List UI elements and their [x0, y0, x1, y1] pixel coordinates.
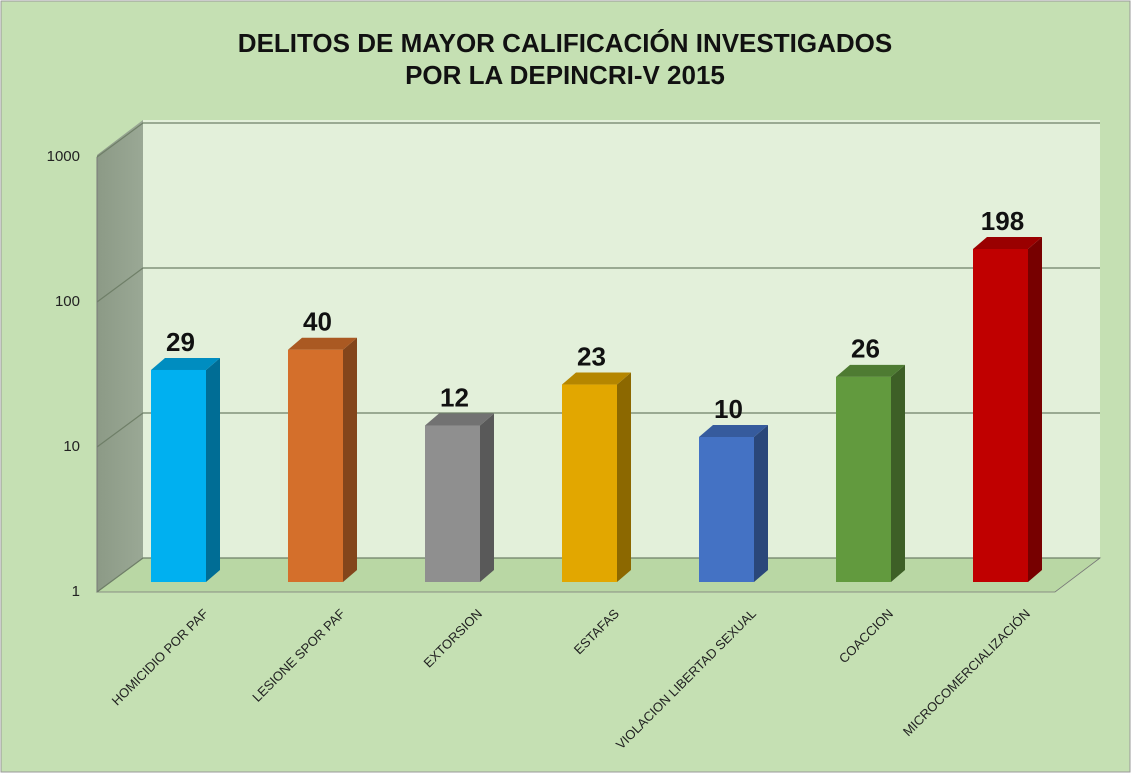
bar-side	[617, 372, 631, 582]
bar-side	[891, 364, 905, 582]
y-tick-label: 100	[55, 293, 80, 310]
bar-top	[425, 413, 494, 426]
grid-line	[96, 122, 1100, 158]
bar	[699, 437, 754, 582]
value-label: 40	[303, 307, 332, 337]
bar-side	[206, 357, 220, 582]
value-label: 12	[440, 382, 469, 412]
value-label: 26	[851, 334, 880, 364]
y-tick-label: 10	[63, 438, 80, 455]
bar	[562, 384, 617, 582]
bar-top	[973, 236, 1042, 249]
bar	[151, 369, 206, 582]
bar-top	[562, 372, 631, 385]
bar-top	[288, 337, 357, 350]
bar	[836, 376, 891, 582]
value-label: 29	[166, 327, 195, 357]
bar-top	[836, 364, 905, 377]
bar	[288, 349, 343, 582]
bar-side	[1028, 236, 1042, 582]
chart-title: DELITOS DE MAYOR CALIFICACIÓN INVESTIGAD…	[238, 28, 892, 58]
bar-side	[754, 425, 768, 582]
grid-line	[96, 267, 1100, 303]
value-label: 23	[577, 341, 606, 371]
chart-title: POR LA DEPINCRI-V 2015	[405, 60, 725, 90]
value-label: 198	[981, 206, 1024, 236]
bar	[425, 425, 480, 582]
bar-side	[480, 413, 494, 582]
bar-top	[151, 357, 220, 370]
bar-side	[343, 337, 357, 582]
y-tick-label: 1	[72, 583, 80, 600]
grid-line	[96, 557, 1100, 593]
bar-top	[699, 425, 768, 437]
value-label: 10	[714, 394, 743, 424]
grid-line	[96, 412, 1100, 448]
side-wall	[97, 120, 143, 592]
y-tick-label: 1000	[47, 148, 80, 165]
bar	[973, 248, 1028, 582]
